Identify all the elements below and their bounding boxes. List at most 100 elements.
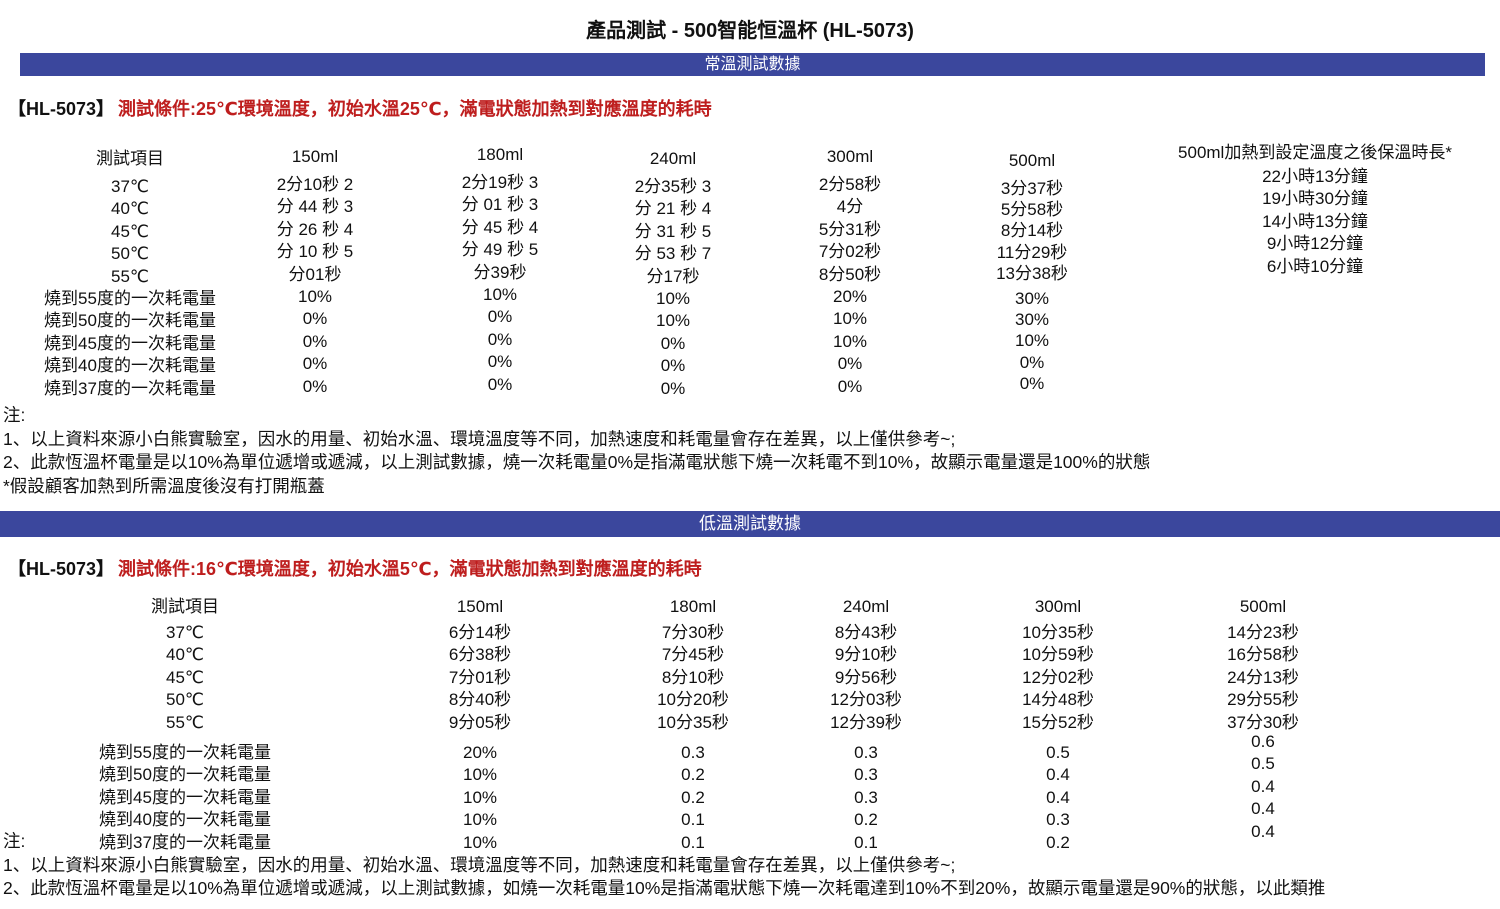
column-header: 240ml (842, 597, 890, 616)
column-header: 300ml (1034, 597, 1082, 616)
note-line: *假設顧客加熱到所需溫度後沒有打開瓶蓋 (3, 475, 325, 496)
table-cell: 6分38秒 (448, 645, 512, 665)
table-cell: 7分45秒 (661, 645, 725, 665)
table-cell: 40℃ (165, 645, 204, 665)
table-cell: 10分59秒 (1022, 645, 1094, 665)
table-cell: 9分05秒 (448, 712, 512, 732)
table-cell: 0.6 (1251, 731, 1275, 751)
table-cell: 0% (660, 356, 686, 376)
table-cell: 7分02秒 (818, 242, 882, 262)
table2-column-items: 測試項目 37℃ 40℃ 45℃ 50℃ 55℃ 燒到55度的一次耗電量 燒到50度的一次… (50, 596, 320, 854)
condition-text: 測試條件:25℃環境溫度，初始水溫25℃，滿電狀態加熱到對應溫度的耗時 (118, 99, 712, 119)
table-cell: 10% (832, 331, 868, 351)
column-header: 180ml (476, 145, 524, 164)
table-cell: 燒到50度的一次耗電量 (99, 765, 271, 785)
table-cell: 0.4 (1046, 787, 1070, 807)
table-cell: 0% (1019, 352, 1045, 372)
table-cell: 0.2 (854, 810, 878, 830)
table-cell: 2分10秒 2 (276, 175, 354, 194)
table-cell: 0.1 (854, 832, 878, 852)
table-cell: 0% (302, 309, 328, 329)
table-cell: 0% (660, 333, 686, 353)
table-cell: 分 53 秒 7 (634, 244, 712, 264)
notes-low-temp: 注: 1、以上資料來源小白熊實驗室，因水的用量、初始水溫、環境溫度等不同，加熱速度… (3, 830, 1325, 901)
table-cell: 分 44 秒 3 (276, 197, 354, 217)
table-cell: 10分20秒 (657, 690, 729, 710)
table-cell: 0% (302, 354, 328, 374)
table-cell: 10% (655, 311, 691, 331)
table-cell: 0.2 (681, 765, 705, 785)
table-cell: 16分58秒 (1227, 645, 1299, 665)
table-cell: 4分 (836, 197, 864, 217)
table-cell: 0% (302, 376, 328, 396)
table-cell: 0.4 (1046, 765, 1070, 785)
table-cell: 45℃ (165, 667, 204, 687)
page-title: 產品測試 - 500智能恒溫杯 (HL-5073) (586, 20, 914, 42)
table-cell: 10% (462, 765, 498, 785)
table-cell: 10% (655, 288, 691, 308)
table-cell: 30% (1014, 288, 1050, 308)
table-cell: 12分03秒 (830, 690, 902, 710)
table-cell: 分 21 秒 4 (634, 199, 712, 219)
table-cell: 0.2 (1046, 832, 1070, 852)
table-cell: 分01秒 (288, 264, 342, 284)
table-cell: 6小時10分鐘 (1266, 256, 1364, 276)
column-header: 300ml (826, 147, 874, 166)
table-cell: 13分38秒 (996, 263, 1068, 283)
table-cell: 10% (1014, 331, 1050, 351)
table-cell: 分 26 秒 4 (276, 219, 354, 239)
table-cell: 0.4 (1251, 821, 1275, 841)
table2-column-300ml: 300ml 10分35秒 10分59秒 12分02秒 14分48秒 15分52秒 0.5… (948, 596, 1168, 854)
condition-text: 測試條件:16℃環境溫度，初始水溫5℃，滿電狀態加熱到對應溫度的耗時 (118, 559, 702, 579)
notes-normal-temp: 注: 1、以上資料來源小白熊實驗室，因水的用量、初始水溫、環境溫度等不同，加熱速度… (3, 404, 1150, 498)
table-cell: 燒到50度的一次耗電量 (44, 311, 216, 331)
table-cell: 8分14秒 (1000, 221, 1064, 241)
table-cell: 2分19秒 3 (461, 173, 539, 192)
table-cell: 燒到45度的一次耗電量 (44, 333, 216, 353)
table-cell: 2分35秒 3 (634, 177, 712, 196)
table-cell: 0.3 (854, 787, 878, 807)
test-condition-normal: 【HL-5073】 測試條件:25℃環境溫度，初始水溫25℃，滿電狀態加熱到對應溫… (8, 95, 712, 121)
table-cell: 燒到37度的一次耗電量 (44, 378, 216, 398)
table-cell: 0.3 (1046, 810, 1070, 830)
table-cell: 10% (832, 309, 868, 329)
column-header: 500ml (1239, 597, 1287, 616)
table1-column-keepwarm: 500ml加熱到設定溫度之後保溫時長* 22小時13分鐘 19小時30分鐘 14小時… (1150, 142, 1480, 278)
section-banner-normal-temp: 常溫測試數據 (20, 53, 1485, 76)
table2-column-180ml: 180ml 7分30秒 7分45秒 8分10秒 10分20秒 10分35秒 0.3 0.2… (583, 596, 803, 854)
table-cell: 0.5 (1046, 742, 1070, 762)
table-cell: 19小時30分鐘 (1262, 189, 1368, 209)
table-cell: 50℃ (110, 244, 149, 264)
column-header: 150ml (291, 147, 339, 166)
table-cell: 0% (487, 329, 513, 349)
table-cell: 37℃ (165, 623, 204, 642)
table-cell: 6分14秒 (448, 623, 512, 642)
table-cell: 14小時13分鐘 (1262, 211, 1368, 231)
column-header: 180ml (669, 597, 717, 616)
table-cell: 燒到55度的一次耗電量 (99, 742, 271, 762)
table-cell: 10% (462, 832, 498, 852)
table-cell: 11分29秒 (996, 242, 1068, 262)
table-cell: 55℃ (110, 266, 149, 286)
table-cell: 12分39秒 (830, 712, 902, 732)
table-cell: 0% (660, 378, 686, 398)
table-cell: 0.3 (681, 742, 705, 762)
column-header: 500ml (1008, 151, 1056, 170)
table-cell: 0% (837, 376, 863, 396)
table-cell: 分 31 秒 5 (634, 221, 712, 241)
note-line: 1、以上資料來源小白熊實驗室，因水的用量、初始水溫、環境溫度等不同，加熱速度和耗… (3, 428, 956, 449)
table-cell: 0.1 (681, 810, 705, 830)
table-cell: 8分50秒 (818, 264, 882, 284)
table-cell: 14分23秒 (1227, 623, 1299, 642)
note-line: 注: (3, 831, 26, 851)
table2-column-240ml: 240ml 8分43秒 9分10秒 9分56秒 12分03秒 12分39秒 0.3 0.3… (756, 596, 976, 854)
note-line: 2、此款恆溫杯電量是以10%為單位遞增或遞減，以上測試數據，燒一次耗電量0%是指… (3, 452, 1151, 472)
table-cell: 0.1 (681, 832, 705, 852)
table-cell: 0% (837, 354, 863, 374)
note-line: 注: (3, 405, 26, 425)
note-line: 1、以上資料來源小白熊實驗室，因水的用量、初始水溫、環境溫度等不同，加熱速度和耗… (3, 854, 956, 875)
table-cell: 14分48秒 (1022, 690, 1094, 710)
column-header: 500ml加熱到設定溫度之後保溫時長* (1178, 143, 1452, 162)
